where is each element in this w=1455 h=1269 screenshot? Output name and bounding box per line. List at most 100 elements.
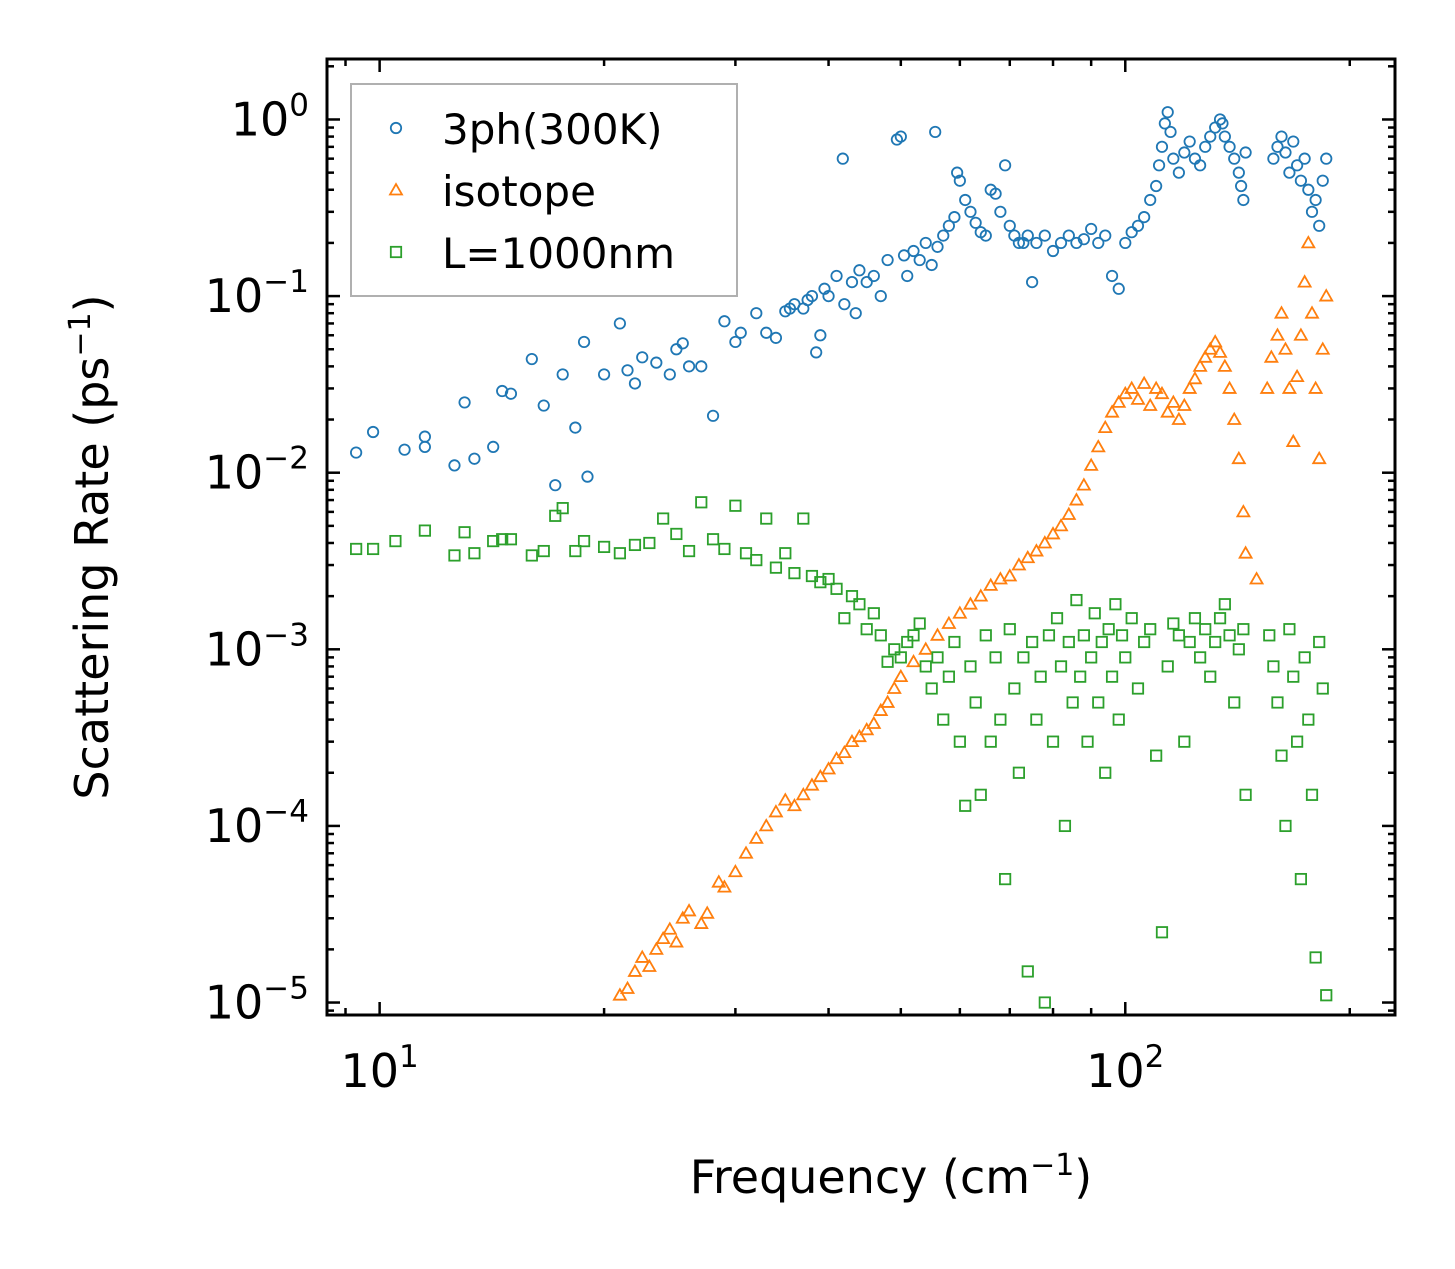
data-point-circle — [448, 459, 461, 472]
data-point-square — [948, 635, 961, 649]
x-tick-label: 101 — [340, 1039, 418, 1098]
data-point-circle — [830, 269, 843, 283]
data-point-square — [706, 533, 720, 546]
data-point-circle — [907, 244, 920, 258]
legend-marker-square — [389, 245, 403, 259]
data-point-square — [718, 542, 731, 556]
data-point-circle — [1138, 211, 1151, 224]
data-point-circle — [636, 351, 649, 364]
data-point-square — [1081, 735, 1094, 748]
data-point-triangle — [1318, 288, 1334, 302]
data-point-circle — [1003, 219, 1016, 232]
data-point-circle — [1062, 229, 1075, 242]
data-point-triangle — [795, 787, 811, 801]
data-point-circle — [1216, 117, 1229, 130]
data-point-circle — [1287, 135, 1300, 148]
data-point-circle — [525, 352, 538, 366]
data-point-triangle — [1130, 391, 1146, 405]
data-point-circle — [729, 335, 742, 349]
data-point-circle — [1298, 152, 1311, 165]
data-point-square — [496, 533, 509, 546]
legend-entry-boundary: L=1000nm — [389, 229, 675, 278]
data-point-square — [894, 651, 907, 664]
legend-marker-circle — [389, 121, 403, 135]
data-point-circle — [706, 409, 720, 422]
data-point-triangle — [859, 722, 875, 736]
data-point-circle — [1223, 140, 1236, 153]
data-point-triangle — [648, 941, 664, 955]
data-point-square — [1131, 682, 1145, 695]
data-point-square — [1239, 788, 1252, 801]
data-point-triangle — [748, 830, 764, 844]
data-point-square — [1267, 660, 1280, 673]
data-point-circle — [999, 159, 1012, 172]
data-point-square — [1150, 749, 1163, 762]
data-point-square — [577, 534, 591, 548]
data-point-triangle — [1263, 349, 1279, 363]
data-point-square — [1088, 607, 1101, 620]
data-point-circle — [581, 470, 594, 483]
data-point-square — [1291, 735, 1304, 748]
data-point-triangle — [1202, 341, 1218, 355]
data-point-triangle — [983, 577, 999, 591]
data-point-square — [1183, 635, 1196, 649]
data-point-triangle — [675, 910, 691, 924]
data-point-circle — [1228, 152, 1241, 165]
data-point-triangle — [1061, 506, 1077, 520]
data-point-square — [1021, 965, 1034, 978]
data-point-triangle — [836, 744, 852, 759]
data-point-triangle — [812, 768, 828, 783]
data-point-triangle — [681, 903, 697, 917]
data-point-square — [822, 572, 835, 586]
y-tick-label: 10−2 — [205, 441, 309, 500]
data-point-square — [1218, 598, 1231, 611]
data-point-triangle — [768, 804, 784, 818]
data-point-square — [1112, 713, 1125, 726]
x-tick-label: 102 — [1086, 1039, 1164, 1098]
data-point-circle — [1105, 269, 1119, 283]
data-point-triangle — [941, 615, 957, 629]
data-point-triangle — [880, 694, 896, 708]
data-point-circle — [350, 446, 363, 459]
data-point-square — [999, 872, 1012, 886]
data-point-circle — [1305, 205, 1319, 218]
data-point-triangle — [662, 921, 678, 935]
data-points — [350, 106, 1334, 1009]
data-point-circle — [860, 276, 873, 289]
data-point-circle — [676, 337, 689, 350]
data-point-circle — [556, 368, 569, 381]
data-point-square — [1077, 629, 1090, 642]
x-axis-label: Frequency (cm−1) — [690, 1148, 1093, 1204]
data-point-square — [942, 670, 955, 683]
data-point-square — [569, 544, 582, 558]
data-point-square — [797, 512, 810, 525]
data-point-triangle — [716, 879, 732, 893]
data-point-triangle — [786, 798, 802, 812]
data-point-circle — [1131, 219, 1145, 232]
data-point-square — [1119, 651, 1132, 664]
data-point-square — [845, 590, 859, 603]
data-point-circle — [951, 166, 964, 179]
data-point-square — [1046, 735, 1060, 748]
data-point-square — [953, 735, 966, 748]
data-point-circle — [1099, 229, 1112, 242]
data-point-triangle — [866, 715, 882, 729]
data-point-square — [1102, 623, 1115, 636]
data-point-circle — [769, 331, 783, 344]
data-point-square — [838, 612, 851, 625]
legend-label-3ph: 3ph(300K) — [442, 105, 662, 154]
data-point-triangle — [668, 934, 684, 948]
legend-label-isotope: isotope — [442, 167, 596, 216]
data-point-triangle — [992, 571, 1008, 585]
data-point-triangle — [1142, 397, 1158, 411]
data-point-triangle — [1028, 543, 1044, 557]
data-point-square — [1194, 651, 1207, 664]
data-point-square — [1062, 635, 1075, 649]
data-point-triangle — [738, 845, 754, 859]
data-point-circle — [838, 298, 851, 311]
data-point-square — [643, 536, 656, 550]
data-point-square — [549, 509, 562, 522]
data-point-circle — [836, 152, 849, 165]
data-point-circle — [1275, 130, 1288, 143]
